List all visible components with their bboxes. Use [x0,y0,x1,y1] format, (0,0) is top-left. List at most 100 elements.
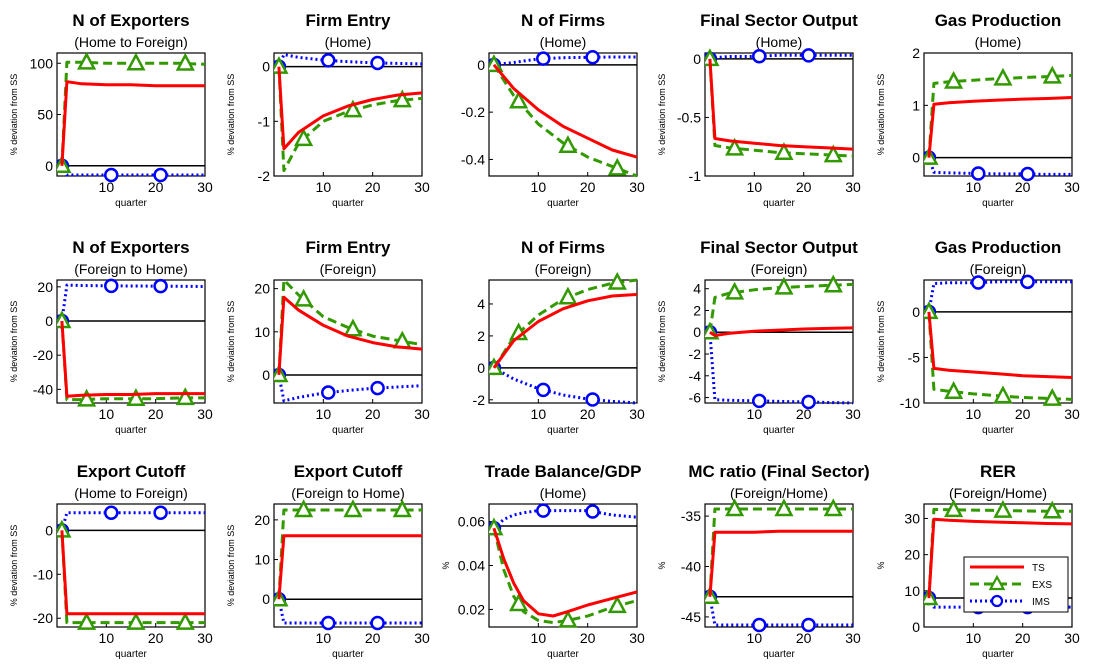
x-axis-label: quarter [763,425,795,436]
plot-area [705,498,853,633]
x-tick-label: 20 [148,630,164,646]
plot-area [274,53,422,172]
marker-circle-ims [104,167,119,183]
y-tick-label: 2 [477,328,485,344]
panel-10: Gas Production (Foreign) 10 20 30 -10 -5 0 quart… [876,238,1080,436]
marker-circle-ims [153,167,168,183]
marker-triangle-exs [944,381,964,399]
marker-triangle-exs [725,137,745,156]
y-tick-label: -35 [681,508,701,524]
y-tick-label: 20 [37,279,53,295]
series-line-exs [927,74,1072,158]
series-line-ts [708,529,853,597]
series-line-exs [927,311,1072,401]
marker-triangle-exs [993,67,1013,86]
x-tick-label: 30 [845,630,861,646]
y-axis-label: % [441,561,451,569]
y-tick-label: 0 [477,360,485,376]
y-axis-label: % deviation from SS [876,74,886,156]
y-tick-label: 0.06 [458,514,485,530]
y-tick-label: 0 [262,591,270,607]
panel-11: Export Cutoff (Home to Foreign) 10 20 30 -20 -… [9,462,213,660]
marker-circle-ims [536,503,551,518]
x-tick-label: 20 [580,179,596,195]
marker-circle-ims [585,392,600,407]
y-tick-label: 0 [45,313,53,329]
x-tick-label: 30 [197,179,213,195]
marker-triangle-exs [126,388,146,406]
y-tick-label: 50 [37,107,53,123]
y-tick-label: 0 [262,367,270,383]
plot-frame [704,503,854,628]
x-tick-label: 30 [845,406,861,422]
x-axis-label: quarter [982,425,1014,436]
marker-triangle-exs [725,498,745,517]
y-tick-label: 0 [912,304,920,320]
x-tick-label: 30 [1064,630,1080,646]
x-tick-label: 20 [580,630,596,646]
x-tick-label: 20 [365,406,381,422]
panel-title: N of Firms [521,11,605,30]
x-tick-label: 20 [148,406,164,422]
x-tick-label: 20 [365,179,381,195]
panel-subtitle: (Home to Foreign) [74,485,188,501]
marker-circle-ims [585,504,600,519]
series-line-ts [492,292,637,369]
y-tick-label: -2 [258,168,271,184]
plot-area [924,274,1072,406]
y-tick-label: 0.04 [458,558,485,574]
y-tick-label: 2 [693,302,701,318]
plot-frame [56,503,206,628]
panel-subtitle: (Foreign to Home) [74,261,188,277]
series-line-ts [277,66,422,151]
series-line-ts [927,311,1072,379]
y-tick-label: 0 [693,51,701,67]
x-tick-label: 20 [1015,406,1031,422]
series-line-ims [60,283,205,322]
panel-2: Firm Entry (Home) 10 20 30 -2 -1 0 quarter % devi… [226,11,430,209]
panel-title: Firm Entry [305,238,391,257]
marker-triangle-exs [392,89,412,108]
marker-triangle-exs [126,611,146,630]
series-line-exs [60,320,205,402]
y-axis-label: % deviation from SS [9,301,19,383]
panel-9: Final Sector Output(Foreign)10 20 30-6-4-2… [657,238,861,436]
panel-title: N of Exporters [72,238,189,257]
marker-circle-ims [971,166,986,181]
y-tick-label: 1 [912,97,920,113]
series-line-ts [927,96,1072,158]
panel-4: Final Sector Output (Home) 10 20 30 -1 -0.5 0 qu… [657,11,861,209]
panel-12: Export Cutoff (Foreign to Home) 10 20 30 0 10 2… [226,462,430,660]
marker-circle-ims [536,51,551,66]
x-tick-label: 30 [414,179,430,195]
panel-13: Trade Balance/GDP (Home) 10 20 30 0.02 0.04 0.0… [441,462,645,660]
marker-circle-ims [752,49,767,64]
y-axis-label: % deviation from SS [657,74,667,156]
panel-title: Firm Entry [305,11,391,30]
y-axis-label: % [876,561,886,569]
plot-frame [56,52,206,177]
y-tick-label: -10 [33,566,53,582]
legend-label: EXS [1032,580,1052,591]
y-tick-label: 0 [45,158,53,174]
y-tick-label: -2 [473,392,486,408]
x-axis-label: quarter [547,649,579,660]
marker-triangle-exs [294,128,314,147]
panel-title: Gas Production [935,238,1062,257]
marker-circle-ims [752,393,767,409]
marker-circle-ims [585,49,600,65]
x-axis-label: quarter [547,425,579,436]
x-axis-label: quarter [982,649,1014,660]
x-tick-label: 30 [629,406,645,422]
y-tick-label: 10 [904,583,920,599]
marker-triangle-exs [343,499,363,518]
series-line-exs [492,63,637,178]
series-line-ims [708,332,853,405]
x-tick-label: 30 [197,630,213,646]
marker-triangle-exs [294,288,314,307]
y-tick-label: 20 [904,547,920,563]
panel-subtitle: (Home) [540,485,587,501]
y-axis-label: % deviation from SS [876,301,886,383]
panel-subtitle: (Foreign to Home) [291,485,405,501]
